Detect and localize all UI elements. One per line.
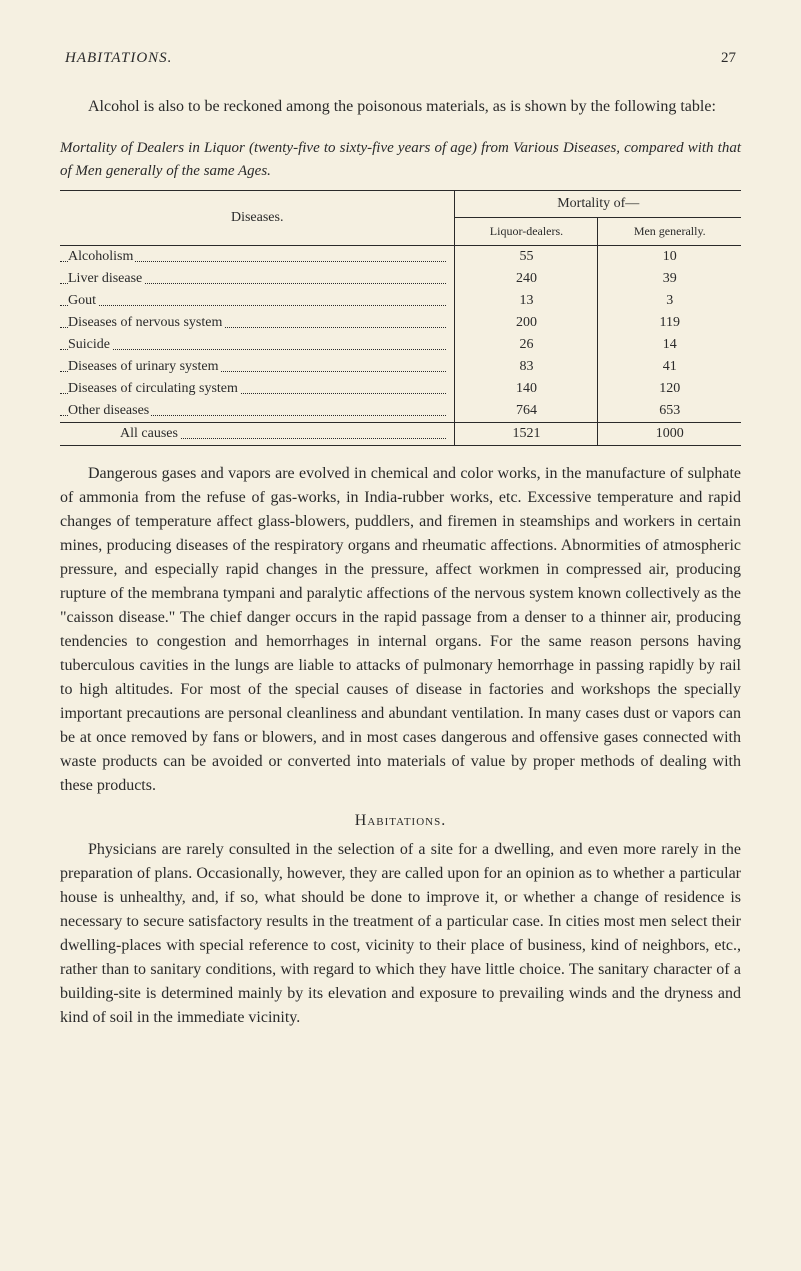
totals-men: 1000 — [598, 423, 741, 446]
disease-cell: Diseases of nervous system — [68, 315, 224, 330]
disease-cell: Gout — [68, 293, 98, 308]
men-cell: 119 — [598, 312, 741, 334]
main-text: Dangerous gases and vapors are evolved i… — [60, 465, 741, 794]
disease-cell: Alcoholism — [68, 249, 135, 264]
men-cell: 14 — [598, 334, 741, 356]
table-row: Diseases of circulating system 140 120 — [60, 378, 741, 400]
men-cell: 3 — [598, 290, 741, 312]
men-cell: 653 — [598, 400, 741, 423]
table-row: Alcoholism 55 10 — [60, 246, 741, 269]
page-header: HABITATIONS. 27 — [60, 50, 741, 67]
disease-cell: Other diseases — [68, 403, 151, 418]
section-heading-text: Habitations. — [355, 812, 446, 829]
page-number: 27 — [721, 50, 736, 67]
table-row: Other diseases 764 653 — [60, 400, 741, 423]
liquor-cell: 764 — [455, 400, 598, 423]
men-cell: 39 — [598, 268, 741, 290]
men-cell: 10 — [598, 246, 741, 269]
men-cell: 41 — [598, 356, 741, 378]
table-row: Liver disease 240 39 — [60, 268, 741, 290]
totals-label: All causes — [120, 426, 180, 441]
disease-cell: Diseases of urinary system — [68, 359, 220, 374]
liquor-cell: 200 — [455, 312, 598, 334]
intro-paragraph: Alcohol is also to be reckoned among the… — [60, 95, 741, 119]
table-row: Gout 13 3 — [60, 290, 741, 312]
habitations-text: Physicians are rarely consulted in the s… — [60, 841, 741, 1026]
habitations-paragraph: Physicians are rarely consulted in the s… — [60, 838, 741, 1030]
liquor-cell: 240 — [455, 268, 598, 290]
liquor-cell: 140 — [455, 378, 598, 400]
liquor-cell: 83 — [455, 356, 598, 378]
col-mortality-header: Mortality of— — [455, 191, 741, 218]
section-heading: Habitations. — [60, 812, 741, 830]
disease-cell: Suicide — [68, 337, 112, 352]
running-head: HABITATIONS. — [65, 50, 172, 67]
col-men-header: Men generally. — [598, 218, 741, 246]
totals-liquor: 1521 — [455, 423, 598, 446]
table-row: Suicide 26 14 — [60, 334, 741, 356]
disease-cell: Liver disease — [68, 271, 144, 286]
liquor-cell: 26 — [455, 334, 598, 356]
totals-row: All causes 1521 1000 — [60, 423, 741, 446]
table-title: Mortality of Dealers in Liquor (twenty-f… — [60, 137, 741, 182]
liquor-cell: 55 — [455, 246, 598, 269]
men-cell: 120 — [598, 378, 741, 400]
table-row: Diseases of urinary system 83 41 — [60, 356, 741, 378]
col-liquor-header: Liquor-dealers. — [455, 218, 598, 246]
mortality-table: Diseases. Mortality of— Liquor-dealers. … — [60, 190, 741, 446]
liquor-cell: 13 — [455, 290, 598, 312]
main-paragraph: Dangerous gases and vapors are evolved i… — [60, 462, 741, 798]
table-row: Diseases of nervous system 200 119 — [60, 312, 741, 334]
disease-cell: Diseases of circulating system — [68, 381, 240, 396]
col-diseases-header: Diseases. — [60, 191, 455, 246]
table-body: Alcoholism 55 10 Liver disease 240 39 Go… — [60, 246, 741, 446]
intro-text: Alcohol is also to be reckoned among the… — [88, 98, 716, 115]
